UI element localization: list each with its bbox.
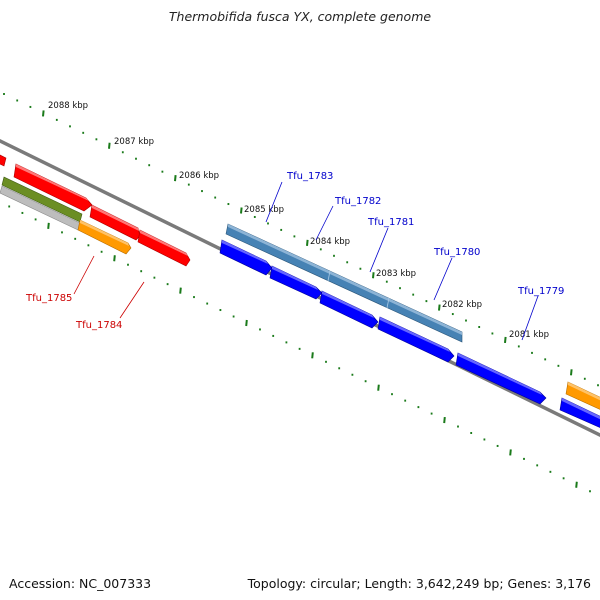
outer-tick-ring — [3, 93, 599, 387]
inner-tick-ring — [8, 205, 591, 493]
tick-label-2084: 2084 kbp — [310, 237, 350, 247]
major-tick — [575, 481, 578, 488]
gene-blue-5 — [455, 352, 547, 405]
gene-label-tfu-1780: Tfu_1780 — [433, 247, 480, 258]
gene-features — [0, 154, 600, 428]
gene-red-1 — [0, 154, 7, 167]
major-tick — [372, 272, 375, 279]
major-tick — [113, 255, 116, 262]
gene-label-tfu-1779: Tfu_1779 — [517, 286, 564, 297]
major-tick — [311, 352, 314, 359]
tick-label-2082: 2082 kbp — [442, 300, 482, 310]
gene-orange-right — [565, 381, 600, 410]
major-tick — [306, 239, 309, 246]
major-tick — [245, 319, 248, 327]
major-tick — [443, 416, 446, 424]
tick-label-2083: 2083 kbp — [376, 269, 416, 279]
gene-label-tfu-1783: Tfu_1783 — [286, 171, 333, 182]
gene-labels: Tfu_1783 Tfu_1782 Tfu_1781 Tfu_1780 Tfu_… — [25, 171, 564, 331]
gene-blue-4 — [377, 316, 455, 363]
major-tick — [377, 384, 380, 391]
major-tick — [570, 369, 573, 376]
gene-label-tfu-1784: Tfu_1784 — [75, 320, 122, 331]
gene-label-leaders — [73, 181, 539, 341]
gene-red-3 — [89, 204, 141, 241]
gene-red-2 — [13, 163, 93, 212]
tick-label-2085: 2085 kbp — [244, 205, 284, 215]
gene-label-tfu-1785: Tfu_1785 — [25, 293, 72, 304]
gene-blue-2 — [269, 265, 323, 300]
tick-labels: 2088 kbp 2087 kbp 2086 kbp 2085 kbp 2084… — [48, 101, 549, 340]
major-tick — [240, 207, 243, 214]
gene-orange-left — [77, 219, 132, 255]
major-tick — [179, 287, 182, 294]
gene-label-tfu-1781: Tfu_1781 — [367, 217, 414, 228]
major-tick — [47, 222, 50, 229]
gene-label-tfu-1782: Tfu_1782 — [334, 196, 381, 207]
gene-blue-right — [559, 397, 600, 428]
gene-red-4 — [137, 229, 191, 267]
major-tick — [108, 142, 111, 149]
tick-label-2087: 2087 kbp — [114, 137, 154, 147]
accession-text: Accession: NC_007333 — [9, 576, 152, 591]
tick-label-2088: 2088 kbp — [48, 101, 88, 111]
tick-label-2086: 2086 kbp — [179, 171, 219, 181]
major-tick — [438, 304, 441, 311]
major-tick — [509, 449, 512, 456]
major-tick — [504, 336, 507, 344]
gene-steelblue — [225, 223, 463, 343]
map-title: Thermobifida fusca YX, complete genome — [168, 9, 432, 24]
tick-label-2081: 2081 kbp — [509, 330, 549, 340]
topology-summary: Topology: circular; Length: 3,642,249 bp… — [247, 576, 591, 591]
gene-blue-3 — [319, 290, 379, 329]
gene-blue-1 — [219, 239, 273, 276]
major-tick — [174, 175, 177, 182]
major-tick — [42, 110, 45, 117]
